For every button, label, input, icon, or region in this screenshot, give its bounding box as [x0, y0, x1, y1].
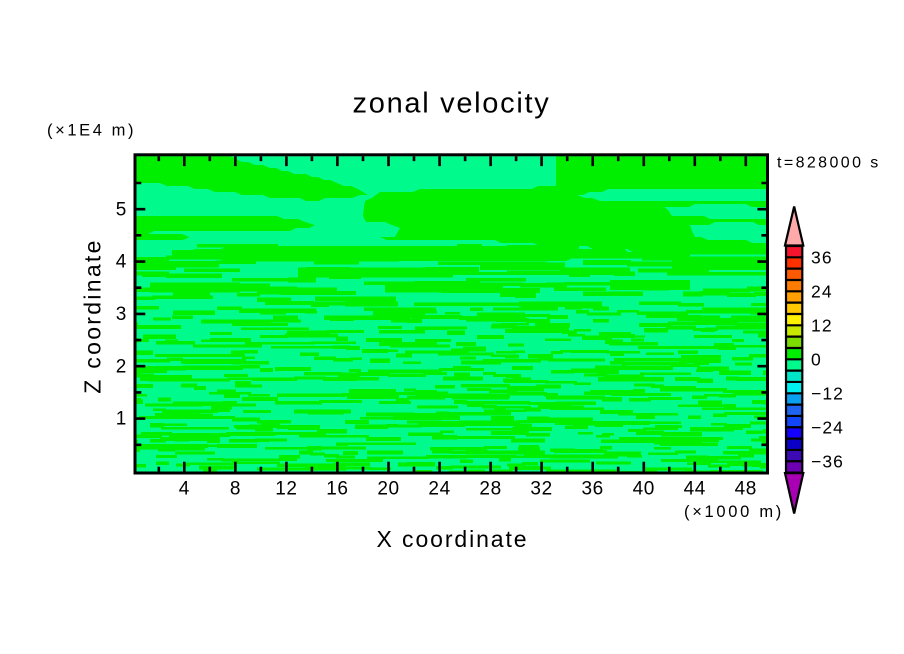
svg-text:12: 12: [275, 479, 297, 500]
svg-text:48: 48: [735, 479, 757, 500]
svg-text:5: 5: [116, 199, 127, 220]
svg-text:8: 8: [230, 479, 241, 500]
svg-text:36: 36: [582, 479, 604, 500]
svg-text:1: 1: [116, 409, 127, 430]
svg-text:3: 3: [116, 304, 127, 325]
svg-text:(×1E4 m): (×1E4 m): [47, 122, 136, 140]
svg-text:44: 44: [684, 479, 706, 500]
svg-text:28: 28: [479, 479, 501, 500]
svg-text:24: 24: [428, 479, 450, 500]
svg-text:−12: −12: [811, 384, 844, 404]
svg-text:36: 36: [811, 248, 833, 268]
svg-text:−36: −36: [811, 452, 844, 472]
svg-text:20: 20: [377, 479, 399, 500]
svg-text:X coordinate: X coordinate: [377, 526, 529, 552]
svg-text:4: 4: [116, 252, 127, 273]
svg-text:16: 16: [326, 479, 348, 500]
svg-text:0: 0: [811, 350, 822, 370]
svg-text:4: 4: [179, 479, 190, 500]
svg-text:24: 24: [811, 282, 833, 302]
svg-text:2: 2: [116, 356, 127, 377]
svg-text:zonal velocity: zonal velocity: [353, 88, 551, 120]
svg-text:32: 32: [530, 479, 552, 500]
svg-text:t=828000 s: t=828000 s: [777, 155, 881, 172]
svg-text:Z coordinate: Z coordinate: [80, 238, 106, 393]
svg-text:−24: −24: [811, 418, 844, 438]
svg-text:(×1000 m): (×1000 m): [684, 503, 784, 521]
svg-text:12: 12: [811, 316, 833, 336]
svg-text:40: 40: [633, 479, 655, 500]
